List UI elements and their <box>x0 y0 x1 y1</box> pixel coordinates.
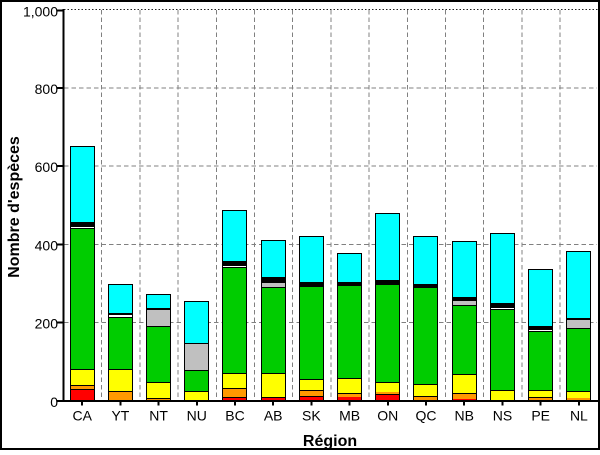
svg-text:NB: NB <box>454 408 473 424</box>
svg-text:YT: YT <box>111 408 129 424</box>
svg-text:0: 0 <box>50 394 58 410</box>
svg-text:CA: CA <box>72 408 92 424</box>
svg-text:AB: AB <box>264 408 283 424</box>
svg-text:800: 800 <box>35 81 59 97</box>
svg-text:NL: NL <box>570 408 588 424</box>
svg-text:600: 600 <box>35 159 59 175</box>
svg-text:PE: PE <box>531 408 550 424</box>
svg-text:NT: NT <box>149 408 168 424</box>
svg-text:NS: NS <box>493 408 512 424</box>
svg-text:MB: MB <box>339 408 360 424</box>
svg-text:BC: BC <box>225 408 244 424</box>
svg-text:QC: QC <box>416 408 437 424</box>
svg-text:200: 200 <box>35 316 59 332</box>
svg-text:NU: NU <box>187 408 207 424</box>
svg-text:ON: ON <box>377 408 398 424</box>
svg-text:Région: Région <box>303 433 357 450</box>
svg-text:1,000: 1,000 <box>23 4 58 20</box>
svg-text:SK: SK <box>302 408 321 424</box>
svg-text:400: 400 <box>35 237 59 253</box>
svg-text:Nombre d'espèces: Nombre d'espèces <box>6 136 23 278</box>
